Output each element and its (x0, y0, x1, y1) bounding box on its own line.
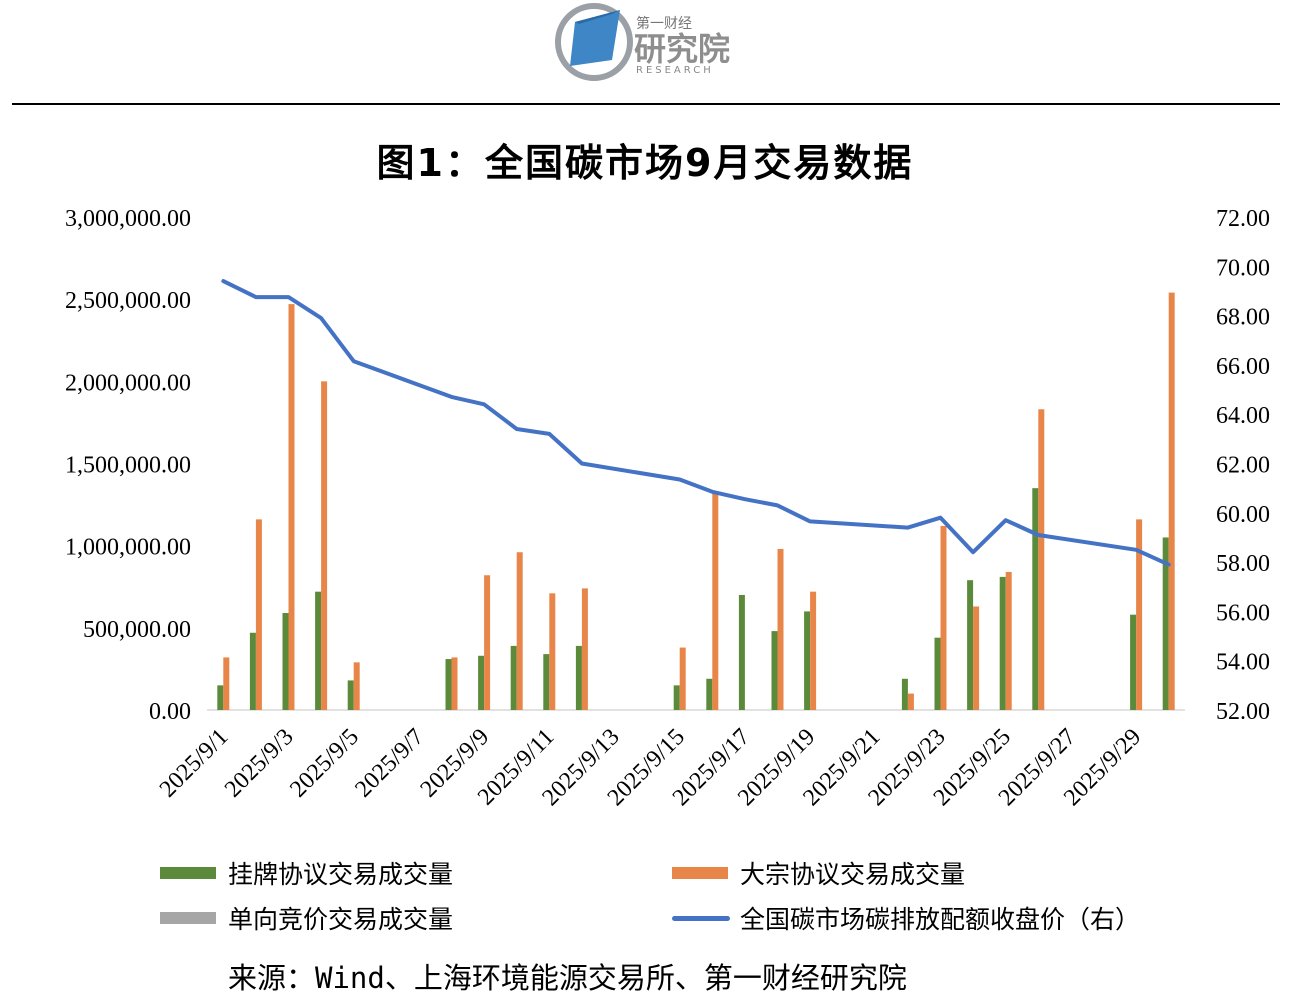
logo-emblem-icon (555, 3, 633, 81)
y-right-axis: 52.00 54.00 56.00 58.00 60.00 62.00 64.00 66.00… (1216, 206, 1270, 725)
y-left-tick-label: 1,000,000.00 (65, 535, 191, 561)
bar-block (1038, 409, 1045, 710)
legend-swatch-price (672, 915, 730, 921)
bar-block (1005, 571, 1012, 710)
x-tick-label: 2025/9/7 (350, 724, 429, 803)
bar-listed (1162, 537, 1169, 710)
y-right-tick-label: 68.00 (1216, 305, 1270, 331)
bar-listed (673, 685, 680, 710)
logo: 第一财经 研究院 RESEARCH (555, 3, 730, 81)
y-right-tick-label: 54.00 (1216, 650, 1270, 676)
bar-listed (282, 613, 289, 710)
legend-swatch-block (672, 867, 728, 879)
bar-listed (738, 594, 745, 710)
bar-listed (217, 685, 224, 710)
legend-label-price: 全国碳市场碳排放配额收盘价（右） (740, 905, 1141, 934)
bar-block (1136, 519, 1143, 710)
x-tick-label: 2025/9/5 (285, 724, 364, 803)
chart-title: 图1：全国碳市场9月交易数据 (376, 141, 914, 185)
bar-listed (1032, 488, 1039, 710)
bar-listed (543, 654, 550, 710)
y-right-tick-label: 58.00 (1216, 551, 1270, 577)
bar-listed (510, 645, 517, 710)
bar-block (255, 519, 262, 710)
legend-listed: 挂牌协议交易成交量 (160, 855, 453, 891)
y-right-tick-label: 56.00 (1216, 600, 1270, 626)
legend-swatch-listed (160, 867, 216, 879)
legend-label-listed: 挂牌协议交易成交量 (228, 860, 454, 889)
logo-small-text: 第一财经 (636, 15, 692, 32)
y-left-tick-label: 3,000,000.00 (65, 206, 191, 232)
y-left-tick-label: 2,000,000.00 (65, 370, 191, 396)
bar-block (353, 662, 360, 710)
y-left-tick-label: 1,500,000.00 (65, 453, 191, 479)
bar-listed (967, 580, 974, 710)
bar-listed (901, 678, 908, 710)
bar-listed (478, 655, 485, 710)
legend-label-auction: 单向竞价交易成交量 (228, 905, 454, 934)
bar-block (679, 647, 686, 710)
header-divider (12, 103, 1280, 105)
bar-block (288, 304, 295, 710)
logo-main-text: 研究院 (634, 30, 730, 68)
logo-sub-text: RESEARCH (636, 65, 714, 76)
price-line (221, 279, 1171, 567)
bar-block (484, 575, 491, 710)
bar-block (810, 591, 817, 710)
chart-canvas: 0.00 500,000.00 1,000,000.00 1,500,000.00 2,… (65, 206, 1270, 811)
bar-block (516, 552, 523, 710)
y-right-tick-label: 70.00 (1216, 255, 1270, 281)
bar-block (1168, 292, 1175, 710)
y-right-tick-label: 60.00 (1216, 502, 1270, 528)
y-left-tick-label: 0.00 (149, 699, 191, 725)
y-right-tick-label: 52.00 (1216, 699, 1270, 725)
bar-listed (934, 637, 941, 710)
bar-block (321, 381, 328, 710)
x-tick-label: 2025/9/3 (220, 724, 299, 803)
bar-listed (249, 632, 256, 710)
bar-block (451, 657, 458, 710)
bar-block (223, 657, 230, 710)
bar-listed (1130, 614, 1137, 710)
bar-block (940, 525, 947, 710)
legend-block: 大宗协议交易成交量 (672, 855, 965, 891)
bar-block (907, 693, 914, 710)
bar-block (581, 588, 588, 710)
bar-listed (315, 591, 322, 710)
bar-listed (804, 611, 811, 710)
bar-block (549, 593, 556, 710)
y-right-tick-label: 64.00 (1216, 403, 1270, 429)
x-tick-label: 2025/9/1 (155, 724, 234, 803)
bar-listed (347, 680, 354, 710)
y-right-tick-label: 66.00 (1216, 354, 1270, 380)
bar-listed (445, 659, 452, 710)
bar-listed (706, 678, 713, 710)
legend-auction: 单向竞价交易成交量 (160, 900, 453, 936)
source-note: 来源：Wind、上海环境能源交易所、第一财经研究院 (228, 961, 907, 995)
bar-block (973, 606, 980, 710)
legend-label-block: 大宗协议交易成交量 (740, 860, 966, 889)
legend-price: 全国碳市场碳排放配额收盘价（右） (672, 900, 1140, 936)
bar-listed (575, 645, 582, 710)
bar-listed (771, 631, 778, 710)
bar-listed (999, 576, 1006, 710)
y-right-tick-label: 72.00 (1216, 206, 1270, 232)
y-right-tick-label: 62.00 (1216, 453, 1270, 479)
legend-swatch-auction (160, 912, 216, 924)
bars-layer (217, 292, 1175, 710)
y-left-axis: 0.00 500,000.00 1,000,000.00 1,500,000.00 2,… (65, 206, 191, 725)
y-left-tick-label: 500,000.00 (83, 617, 191, 643)
y-left-tick-label: 2,500,000.00 (65, 288, 191, 314)
x-axis: 2025/9/12025/9/32025/9/52025/9/72025/9/9… (155, 724, 1147, 811)
bar-block (712, 491, 719, 710)
bar-block (777, 548, 784, 710)
